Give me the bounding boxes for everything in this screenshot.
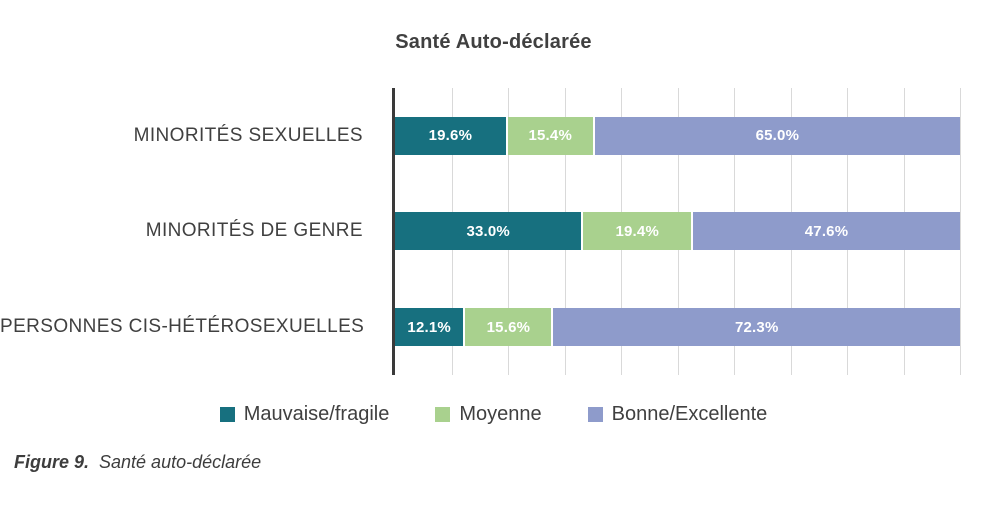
legend-item: Moyenne [435, 403, 542, 426]
bar-segment-moyenne: 15.6% [463, 308, 552, 347]
chart-title: Santé Auto-déclarée [395, 31, 592, 53]
bar-value-label: 47.6% [804, 222, 849, 240]
legend-swatch-icon [435, 407, 451, 422]
figure-caption-text: Santé auto-déclarée [99, 452, 262, 472]
bar-value-label: 19.4% [615, 222, 660, 240]
legend-swatch-icon [587, 407, 603, 422]
legend-swatch-icon [219, 407, 235, 422]
chart-row: PERSONNES CIS-HÉTÉROSEXUELLES 12.1% 15.6% 7… [0, 308, 960, 347]
gridline [960, 88, 961, 375]
bar-value-label: 65.0% [755, 127, 800, 145]
stacked-bar: 19.6% 15.4% 65.0% [395, 116, 960, 155]
legend-item: Bonne/Excellente [587, 403, 768, 426]
stacked-bar: 12.1% 15.6% 72.3% [395, 308, 960, 347]
plot-wrap: MINORITÉS SEXUELLES 19.6% 15.4% 65.0% MINORI… [0, 88, 987, 375]
category-label: MINORITÉS SEXUELLES [133, 124, 363, 146]
bar-segment-moyenne: 19.4% [581, 212, 692, 251]
stacked-bar: 33.0% 19.4% 47.6% [395, 212, 960, 251]
legend-label: Bonne/Excellente [611, 403, 768, 425]
category-label: MINORITÉS DE GENRE [145, 220, 363, 242]
bar-value-label: 15.6% [486, 318, 531, 336]
bar-segment-moyenne: 15.4% [505, 116, 593, 155]
chart-row: MINORITÉS DE GENRE 33.0% 19.4% 47.6% [0, 212, 960, 251]
figure-caption: Figure 9. Santé auto-déclarée [14, 452, 261, 473]
bar-value-label: 12.1% [407, 318, 451, 336]
bar-segment-bonne-excellente: 47.6% [691, 212, 960, 251]
chart-row: MINORITÉS SEXUELLES 19.6% 15.4% 65.0% [0, 116, 960, 155]
bar-value-label: 33.0% [466, 222, 510, 240]
bar-segment-mauvaise-fragile: 19.6% [395, 116, 506, 155]
legend: Mauvaise/fragile Moyenne Bonne/Excellente [0, 403, 987, 426]
bar-segment-bonne-excellente: 72.3% [551, 308, 960, 347]
y-axis-line [392, 88, 395, 375]
bar-value-label: 72.3% [734, 318, 779, 336]
figure-caption-label: Figure 9. [14, 452, 90, 472]
legend-item: Mauvaise/fragile [219, 403, 390, 426]
bar-value-label: 19.6% [428, 127, 473, 145]
legend-label: Moyenne [459, 403, 542, 425]
bar-segment-bonne-excellente: 65.0% [592, 116, 960, 155]
bar-segment-mauvaise-fragile: 12.1% [395, 308, 464, 347]
legend-label: Mauvaise/fragile [243, 403, 390, 425]
category-label: PERSONNES CIS-HÉTÉROSEXUELLES [0, 316, 365, 338]
bar-value-label: 15.4% [528, 127, 572, 145]
chart-rows: MINORITÉS SEXUELLES 19.6% 15.4% 65.0% MINORI… [0, 88, 960, 375]
bar-segment-mauvaise-fragile: 33.0% [395, 212, 582, 251]
